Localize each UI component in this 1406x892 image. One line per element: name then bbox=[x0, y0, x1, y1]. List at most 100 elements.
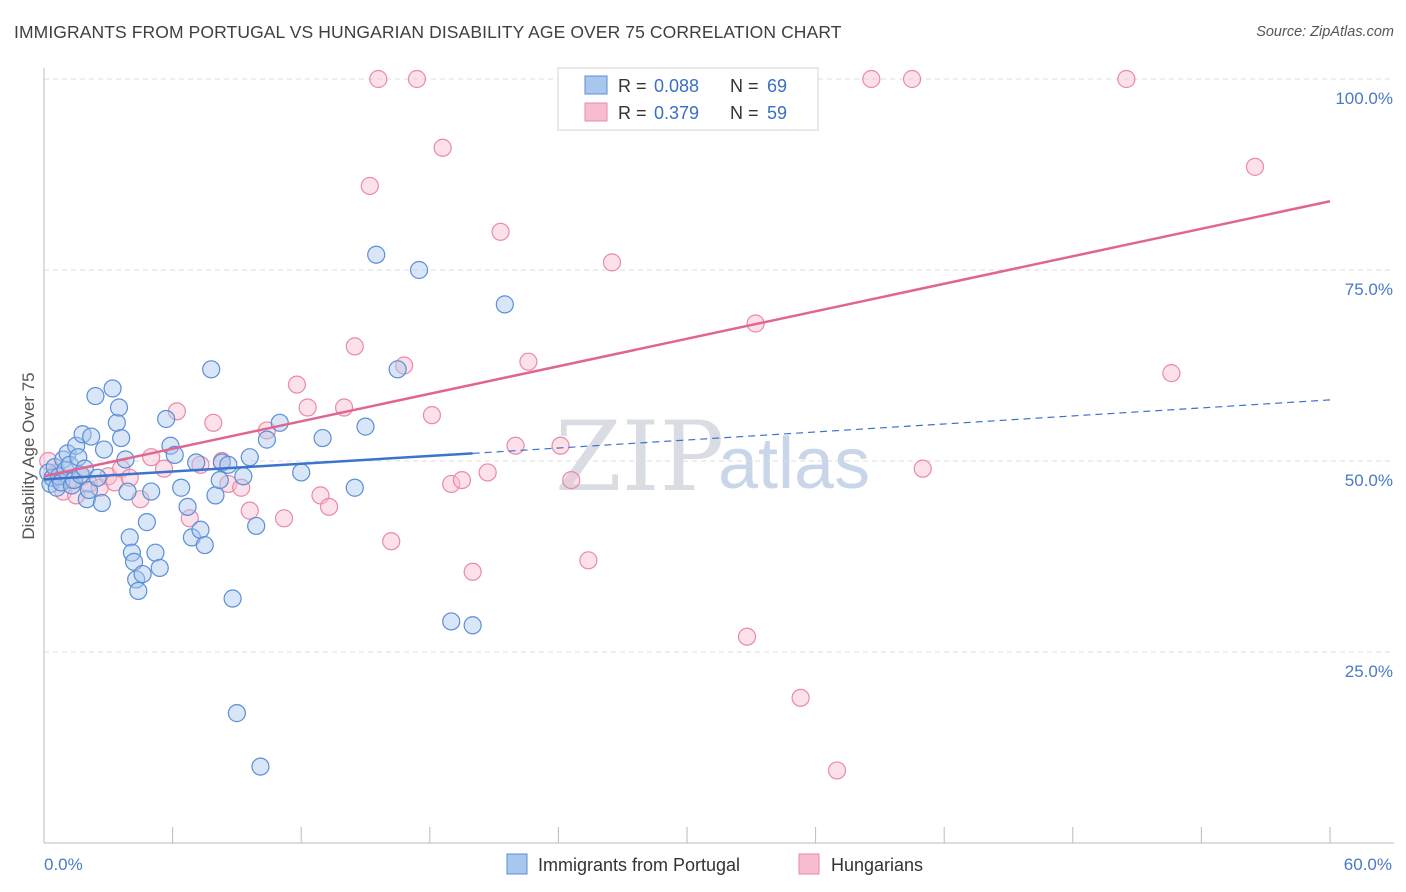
bottom-legend-swatch-pink bbox=[798, 853, 820, 875]
y-axis-label: Disability Age Over 75 bbox=[19, 372, 38, 539]
series-legend: Immigrants from Portugal Hungarians bbox=[506, 853, 923, 875]
bottom-legend-swatch-blue bbox=[506, 853, 528, 875]
hungarians-point-33 bbox=[382, 532, 401, 551]
legend-r-value-1: 0.088 bbox=[654, 76, 699, 96]
hungarians-point-22 bbox=[240, 501, 259, 520]
hungarians-point-25 bbox=[287, 375, 307, 394]
hungarians-point-59 bbox=[1162, 364, 1181, 383]
hungarians-point-48 bbox=[602, 253, 622, 272]
portugal-point-56 bbox=[227, 704, 246, 723]
portugal-point-28 bbox=[112, 428, 131, 448]
hungarians-point-31 bbox=[360, 176, 379, 196]
gridlines bbox=[44, 78, 1394, 653]
portugal-point-23 bbox=[92, 493, 111, 513]
portugal-point-54 bbox=[219, 455, 238, 474]
portugal-point-13 bbox=[67, 436, 86, 455]
portugal-point-65 bbox=[345, 478, 364, 497]
legend-swatch-pink bbox=[584, 102, 608, 122]
correlation-legend: R = 0.088 N = 69 R = 0.379 N = 59 bbox=[557, 67, 819, 131]
portugal-point-70 bbox=[442, 612, 461, 631]
portugal-point-27 bbox=[109, 398, 129, 417]
legend-n-value-1: 69 bbox=[767, 76, 787, 96]
hungarians-point-44 bbox=[519, 352, 538, 371]
y-tick-label-75: 75.0% bbox=[1345, 280, 1393, 299]
hungarians-point-57 bbox=[913, 459, 932, 478]
hungarians-point-26 bbox=[298, 398, 317, 417]
x-tick-label-min: 0.0% bbox=[44, 855, 83, 874]
portugal-point-26 bbox=[107, 413, 126, 432]
portugal-point-24 bbox=[94, 440, 114, 459]
portugal-point-44 bbox=[172, 478, 191, 497]
portugal-point-48 bbox=[191, 520, 210, 539]
y-axis-tick-labels: 25.0% 50.0% 75.0% 100.0% bbox=[1335, 89, 1393, 681]
portugal-point-57 bbox=[234, 467, 253, 486]
portugal-point-14 bbox=[69, 448, 88, 467]
portugal-point-45 bbox=[178, 497, 197, 516]
x-axis-ticks bbox=[43, 827, 1331, 843]
portugal-point-52 bbox=[210, 471, 229, 490]
hungarians-point-18 bbox=[204, 413, 223, 432]
bottom-legend-label-hungarians: Hungarians bbox=[831, 855, 923, 875]
portugal-point-47 bbox=[187, 453, 206, 472]
hungarians-point-46 bbox=[562, 471, 581, 490]
portugal-point-67 bbox=[367, 245, 386, 264]
y-tick-label-100: 100.0% bbox=[1335, 89, 1393, 108]
portugal-point-66 bbox=[356, 417, 375, 436]
legend-r-label-2: R = bbox=[618, 103, 647, 123]
series-hungarians-points bbox=[39, 69, 1265, 780]
legend-r-value-2: 0.379 bbox=[654, 103, 699, 123]
portugal-point-21 bbox=[86, 386, 105, 406]
portugal-point-31 bbox=[120, 528, 139, 547]
portugal-point-55 bbox=[223, 589, 242, 608]
portugal-trend-line bbox=[43, 452, 473, 481]
hungarians-point-37 bbox=[433, 138, 452, 157]
hungarians-point-55 bbox=[862, 69, 881, 89]
series-portugal-points bbox=[39, 245, 514, 776]
hungarians-point-51 bbox=[737, 627, 757, 646]
trend-lines bbox=[43, 200, 1331, 481]
portugal-point-62 bbox=[270, 413, 289, 432]
hungarians-point-42 bbox=[491, 222, 510, 241]
hungarians-point-58 bbox=[1117, 69, 1136, 89]
hungarians-point-60 bbox=[1245, 157, 1265, 176]
legend-r-label-1: R = bbox=[618, 76, 647, 96]
legend-n-value-2: 59 bbox=[767, 103, 787, 123]
portugal-point-30 bbox=[118, 482, 137, 501]
legend-n-label-1: N = bbox=[730, 76, 759, 96]
portugal-point-20 bbox=[82, 427, 101, 446]
hungarians-point-39 bbox=[452, 471, 472, 490]
hungarians-point-32 bbox=[369, 69, 388, 89]
portugal-point-50 bbox=[202, 360, 221, 379]
watermark-atlas: atlas bbox=[718, 424, 870, 504]
portugal-point-51 bbox=[206, 486, 225, 505]
hungarians-point-45 bbox=[551, 436, 570, 455]
portugal-point-64 bbox=[313, 428, 332, 448]
legend-swatch-blue bbox=[584, 75, 608, 95]
portugal-point-63 bbox=[292, 463, 311, 482]
portugal-point-69 bbox=[409, 260, 429, 280]
axes bbox=[43, 68, 1394, 844]
portugal-point-43 bbox=[165, 445, 184, 464]
portugal-point-71 bbox=[463, 616, 482, 635]
source-label: Source: ZipAtlas.com bbox=[1256, 24, 1394, 40]
portugal-point-49 bbox=[195, 535, 214, 555]
hungarians-point-30 bbox=[345, 337, 364, 356]
portugal-point-41 bbox=[157, 409, 176, 429]
portugal-point-36 bbox=[133, 564, 152, 584]
hungarians-point-38 bbox=[442, 474, 461, 494]
portugal-point-25 bbox=[103, 379, 122, 398]
portugal-point-68 bbox=[388, 360, 407, 379]
bottom-legend-label-portugal: Immigrants from Portugal bbox=[538, 855, 740, 875]
portugal-point-35 bbox=[129, 581, 148, 600]
y-tick-label-50: 50.0% bbox=[1345, 471, 1393, 490]
portugal-point-72 bbox=[495, 295, 514, 314]
watermark-zip: ZIP bbox=[555, 401, 724, 513]
hungarians-point-16 bbox=[180, 509, 199, 528]
portugal-point-40 bbox=[150, 558, 169, 578]
hungarians-point-40 bbox=[463, 562, 482, 581]
y-tick-label-25: 25.0% bbox=[1345, 662, 1393, 681]
x-tick-label-max: 60.0% bbox=[1344, 855, 1392, 874]
chart-title: IMMIGRANTS FROM PORTUGAL VS HUNGARIAN DI… bbox=[14, 22, 842, 42]
portugal-point-22 bbox=[88, 468, 107, 487]
